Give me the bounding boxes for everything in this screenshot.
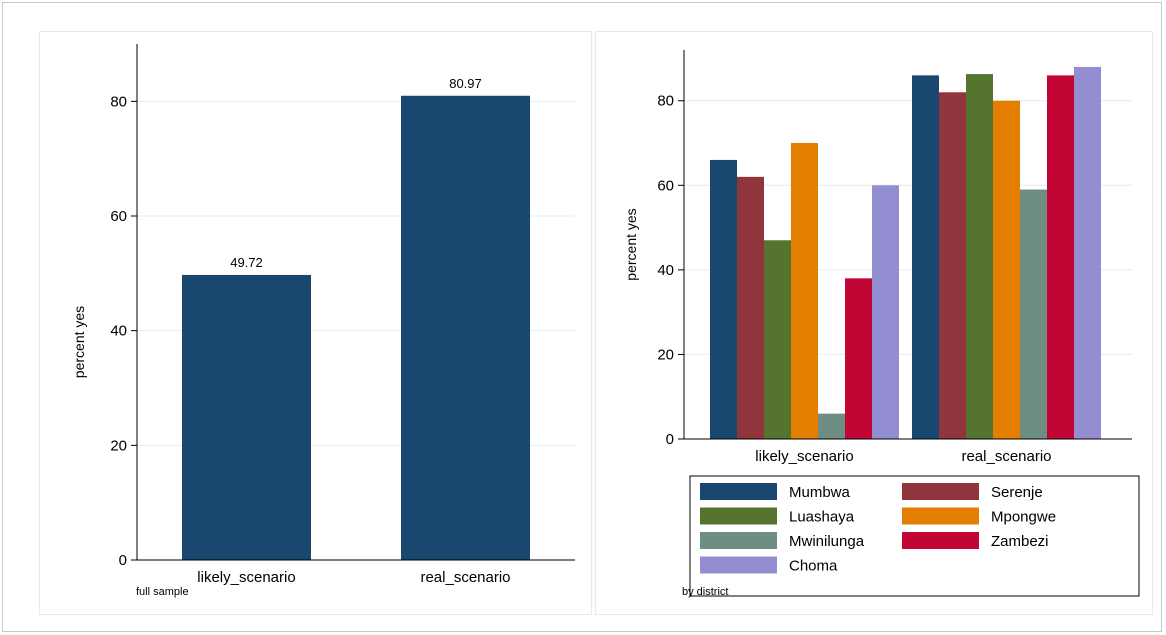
y-tick-label: 80 [110,93,127,110]
legend-label: Mwinilunga [789,533,865,550]
bar [939,92,966,440]
chart-panel-by-district: 0 20 40 60 80 likely_scenario real_scenario per… [595,31,1153,615]
chart-note: full sample [136,586,189,598]
bar [401,95,530,560]
y-tick-label: 0 [666,431,674,448]
data-label: 49.72 [230,255,263,270]
chart-note: by district [682,586,728,598]
bar [1020,189,1047,439]
bar [182,274,311,560]
bar [818,413,845,439]
legend-swatch [700,507,777,525]
bar [993,100,1020,439]
x-tick-label: real_scenario [420,569,510,586]
y-tick-label: 40 [657,262,674,279]
bar [872,185,899,439]
legend-label: Mumbwa [789,484,851,501]
x-tick-label: likely_scenario [755,448,853,465]
y-tick-label: 60 [110,208,127,225]
bar [710,159,737,439]
legend-swatch [700,532,777,549]
y-axis-title: percent yes [623,208,639,280]
legend-label: Mpongwe [991,509,1056,526]
y-tick-label: 80 [657,93,674,110]
legend-label: Luashaya [789,509,855,526]
bar [1074,66,1101,440]
bar [912,75,939,439]
bar [791,143,818,439]
x-tick-label: real_scenario [961,448,1051,465]
x-tick-label: likely_scenario [197,569,295,586]
bar [845,278,872,439]
legend-swatch [700,483,777,500]
legend-label: Serenje [991,484,1043,501]
y-tick-label: 40 [110,323,127,340]
y-tick-label: 0 [119,552,127,569]
bar-chart-by-district: 0 20 40 60 80 likely_scenario real_scenario per… [623,50,1140,598]
bar [966,74,993,440]
legend-swatch [902,532,979,549]
data-label: 80.97 [449,76,482,91]
chart-panel-full-sample: 0 20 40 60 80 49.72 likely_scenario 80.97 real_s… [39,31,592,615]
y-tick-label: 20 [110,437,127,454]
legend-label: Choma [789,558,838,575]
legend-swatch [902,483,979,500]
bar [737,176,764,439]
y-tick-label: 60 [657,177,674,194]
y-tick-label: 20 [657,346,674,363]
y-axis-title: percent yes [71,306,87,378]
bar [1047,75,1074,439]
legend-swatch [700,556,777,574]
legend-swatch [902,507,979,525]
legend-label: Zambezi [991,533,1049,550]
bar [764,240,791,439]
bar-chart-full-sample: 0 20 40 60 80 49.72 likely_scenario 80.97 real_s… [71,44,575,598]
